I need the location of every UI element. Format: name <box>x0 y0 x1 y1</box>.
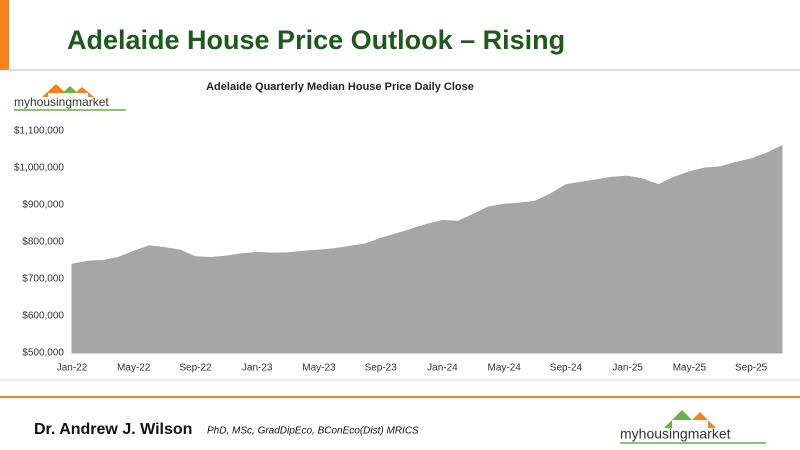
y-tick-label: $600,000 <box>22 311 64 322</box>
x-tick-label: May-23 <box>302 363 336 374</box>
accent-bar <box>0 0 9 70</box>
y-tick-label: $1,100,000 <box>14 126 64 137</box>
plot: $500,000 $600,000 $700,000 $800,000 $900,000… <box>14 126 783 374</box>
footer-logo-text: myhousingmarket <box>620 426 731 442</box>
x-tick-label: Jan-25 <box>612 363 643 374</box>
area <box>71 145 783 354</box>
logo: myhousingmarket <box>14 84 126 111</box>
x-tick-label: Jan-24 <box>427 363 458 374</box>
x-tick-label: Sep-24 <box>550 363 583 374</box>
x-tick-label: Sep-25 <box>735 363 768 374</box>
author-name: Dr. Andrew J. Wilson <box>34 421 192 438</box>
x-tick-label: May-24 <box>487 363 521 374</box>
y-tick-label: $500,000 <box>22 348 64 359</box>
y-tick-label: $1,000,000 <box>14 163 64 174</box>
y-tick-label: $800,000 <box>22 237 64 248</box>
y-tick-label: $700,000 <box>22 274 64 285</box>
x-tick-label: Jan-23 <box>242 363 273 374</box>
x-tick-label: Sep-23 <box>365 363 398 374</box>
author-credentials: PhD, MSc, GradDipEco, BConEco(Dist) MRIC… <box>207 426 419 437</box>
chart-title: Adelaide Quarterly Median House Price Da… <box>206 81 474 93</box>
logo-text: myhousingmarket <box>14 95 109 109</box>
footer-logo: myhousingmarket <box>620 410 766 444</box>
x-tick-label: Sep-22 <box>179 363 212 374</box>
y-tick-label: $900,000 <box>22 200 64 211</box>
slide-title: Adelaide House Price Outlook – Rising <box>67 25 565 55</box>
x-tick-label: Jan-22 <box>57 363 88 374</box>
x-tick-label: May-25 <box>673 363 707 374</box>
x-tick-label: May-22 <box>117 363 151 374</box>
